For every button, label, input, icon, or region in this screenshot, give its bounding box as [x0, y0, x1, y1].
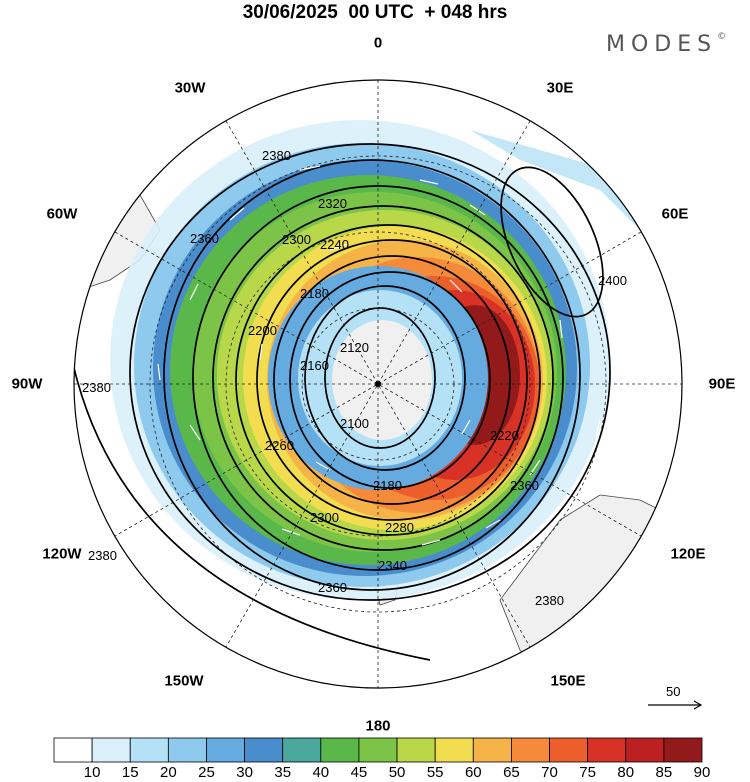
colorbar-box: [206, 737, 245, 763]
lon-label-90e: 90E: [708, 375, 736, 393]
lon-label-120e: 120E: [670, 545, 706, 563]
colorbar-tick-label: 10: [83, 764, 101, 781]
colorbar-tick-label: 20: [160, 764, 177, 781]
colorbar-tick-label: 15: [121, 764, 139, 781]
modes-logo: MODES©: [606, 32, 726, 57]
contour-label: 2180: [373, 478, 402, 493]
colorbar-box: [282, 737, 322, 763]
wind-vectors: [157, 165, 601, 546]
height-contours: [74, 143, 611, 661]
lon-label-30e: 30E: [546, 79, 574, 97]
colorbar-tick-label: 30: [236, 764, 253, 781]
wind-shading: [110, 120, 650, 600]
contour-label: 2380: [535, 593, 564, 608]
colorbar-box: [663, 737, 703, 763]
colorbar-box: [91, 737, 131, 763]
lon-label-150w: 150W: [164, 672, 204, 690]
lon-label-30w: 30W: [174, 79, 206, 97]
colorbar-box: [167, 737, 207, 763]
contour-label: 2380: [262, 148, 291, 163]
copyright-mark: ©: [717, 32, 727, 42]
map-boundary: [73, 79, 683, 689]
contour-label: 2360: [510, 478, 539, 493]
colorbar-tick-label: 45: [350, 764, 368, 781]
colorbar-tick-label: 25: [198, 764, 215, 781]
contour-label: 2260: [265, 438, 294, 453]
lon-label-0: 0: [373, 34, 383, 52]
lon-label-120w: 120W: [42, 545, 82, 563]
colorbar-tick-label: 80: [617, 764, 635, 781]
contour-label: 2100: [340, 416, 369, 431]
colorbar-tick-label: 55: [426, 764, 444, 781]
brand-text: MODES: [606, 32, 718, 57]
wind-scale-arrow: [648, 700, 703, 710]
contour-label: 2200: [248, 323, 277, 338]
colorbar-box: [511, 737, 550, 763]
contour-label: 2280: [385, 520, 414, 535]
colorbar-tick-label: 60: [464, 764, 482, 781]
contour-label: 2300: [282, 232, 311, 247]
lon-label-90w: 90W: [11, 375, 43, 393]
colorbar-tick-label: 75: [579, 764, 596, 781]
colorbar: [53, 737, 703, 763]
contour-label: 2380: [88, 548, 117, 563]
colorbar-box: [625, 737, 665, 763]
colorbar-box: [587, 737, 627, 763]
colorbar-tick-label: 50: [388, 764, 406, 781]
graticule: [74, 80, 682, 688]
contour-label: 2340: [378, 558, 407, 573]
contour-label: 2400: [598, 273, 627, 288]
wind-scale-label: 50: [666, 684, 681, 699]
colorbar-box: [320, 737, 360, 763]
colorbar-box: [244, 737, 284, 763]
colorbar-box: [358, 737, 398, 763]
colorbar-tick-label: 40: [312, 764, 330, 781]
chart-title: 30/06/2025 00 UTC + 048 hrs: [242, 2, 508, 23]
colorbar-tick-label: 85: [655, 764, 673, 781]
contour-label: 2300: [310, 510, 339, 525]
lon-label-60e: 60E: [661, 205, 689, 223]
contour-labels: 2380 2360 2320 2300 2240 2180 2120 2160 …: [82, 148, 627, 608]
contour-label: 2120: [340, 340, 369, 355]
lon-label-180: 180: [365, 717, 391, 735]
lon-label-60w: 60W: [46, 205, 78, 223]
polar-map: 2380 2360 2320 2300 2240 2180 2120 2160 …: [73, 79, 683, 689]
contour-label: 2360: [318, 580, 347, 595]
contour-label: 2360: [190, 231, 219, 246]
colorbar-box: [549, 737, 589, 763]
colorbar-box: [434, 737, 474, 763]
colorbar-box: [472, 737, 512, 763]
map-disk: [74, 80, 682, 688]
contour-label: 2320: [318, 196, 347, 211]
colorbar-box: [129, 737, 169, 763]
colorbar-box: [53, 737, 93, 763]
colorbar-tick-label: 70: [541, 764, 558, 781]
colorbar-tick-label: 35: [274, 764, 292, 781]
colorbar-box: [396, 737, 436, 763]
contour-label: 2180: [300, 286, 329, 301]
contour-label: 2240: [320, 237, 349, 252]
contour-label: 2380: [82, 380, 111, 395]
lon-label-150e: 150E: [550, 672, 586, 690]
contour-label: 2220: [490, 428, 519, 443]
contour-label: 2160: [300, 358, 329, 373]
colorbar-tick-label: 65: [503, 764, 520, 781]
colorbar-tick-label: 90: [693, 764, 711, 781]
